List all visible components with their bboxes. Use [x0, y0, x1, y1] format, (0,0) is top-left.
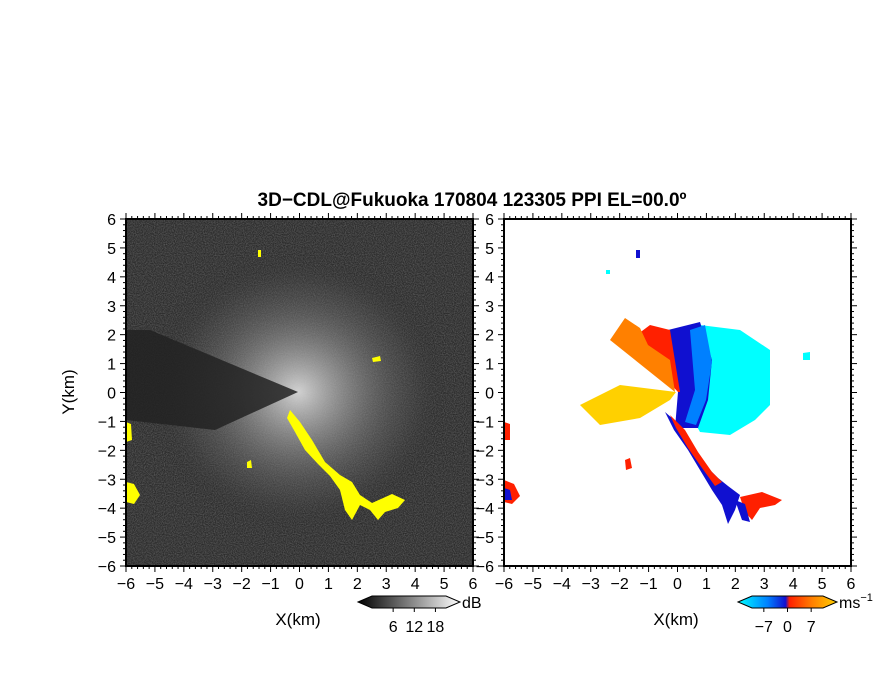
- right-y-tick-label: 1: [485, 357, 494, 374]
- velocity-echo-east-blue: [735, 500, 750, 522]
- velocity-echo-speck-3: [803, 352, 810, 360]
- right-y-tick-label: −5: [476, 530, 494, 547]
- velocity-colorbar-tick-label: −7: [755, 619, 773, 636]
- velocity-echo-west-blue: [504, 488, 512, 500]
- velocity-colorbar-unit-exponent: −1: [860, 592, 873, 604]
- intensity-echo: [126, 250, 405, 520]
- left-x-tick-label: −3: [204, 576, 222, 593]
- velocity-colorbar-unit: ms−1: [839, 592, 873, 612]
- right-y-tick-label: 4: [485, 270, 494, 287]
- intensity-blocked-sector: [126, 330, 298, 430]
- right-y-tick-label: −6: [476, 559, 494, 576]
- left-y-tick-label: 2: [107, 328, 116, 345]
- right-x-tick-label: −4: [553, 576, 571, 593]
- right-x-tick-label: 4: [789, 576, 798, 593]
- figure-title: 3D−CDL@Fukuoka 170804 123305 PPI EL=00.0…: [258, 190, 687, 211]
- left-x-tick-label: 5: [440, 576, 449, 593]
- velocity-colorbar-unit-base: ms: [839, 595, 860, 612]
- right-x-tick-label: −3: [582, 576, 600, 593]
- right-x-tick-label: 2: [731, 576, 740, 593]
- left-y-tick-label: 6: [107, 212, 116, 229]
- right-x-tick-label: −6: [495, 576, 513, 593]
- right-y-tick-label: −4: [476, 501, 494, 518]
- velocity-echo-speck-2: [636, 250, 640, 258]
- left-y-tick-label: 5: [107, 241, 116, 258]
- left-x-tick-label: −5: [146, 576, 164, 593]
- left-y-tick-label: −4: [98, 501, 116, 518]
- velocity-echo: [504, 250, 810, 524]
- left-x-tick-label: −6: [117, 576, 135, 593]
- right-y-tick-label: 0: [485, 386, 494, 403]
- velocity-echo-west-edge: [504, 422, 510, 440]
- right-x-tick-label: −2: [611, 576, 629, 593]
- left-x-tick-label: 6: [469, 576, 478, 593]
- velocity-colorbar-ticks: −7 0 7: [755, 608, 816, 636]
- left-x-tick-label: 2: [353, 576, 362, 593]
- left-y-tick-label: −6: [98, 559, 116, 576]
- left-y-tick-label: −1: [98, 414, 116, 431]
- left-x-tick-label: 4: [411, 576, 420, 593]
- intensity-colorbar-bar: [356, 595, 462, 609]
- axes-layer: −6 −5 −4 −3 −2 −1 0 1 2 3 4 5 66543210−1−2−3−4−5−6−6…: [98, 212, 857, 593]
- right-x-tick-label: −1: [639, 576, 657, 593]
- left-y-tick-label: 0: [107, 386, 116, 403]
- velocity-colorbar-tick-label: 0: [783, 619, 792, 636]
- left-x-tick-label: 0: [295, 576, 304, 593]
- velocity-echo-approaching-mid: [685, 325, 712, 425]
- velocity-colorbar-tick-label: 7: [807, 619, 816, 636]
- left-y-tick-label: 3: [107, 299, 116, 316]
- right-x-tick-label: 6: [847, 576, 856, 593]
- intensity-colorbar-unit: dB: [462, 595, 482, 612]
- right-y-tick-label: 6: [485, 212, 494, 229]
- left-x-tick-label: −4: [175, 576, 193, 593]
- velocity-echo-speck-1: [625, 458, 632, 470]
- left-y-tick-label: 4: [107, 270, 116, 287]
- velocity-echo-receding-far: [580, 385, 676, 425]
- right-y-tick-label: 2: [485, 328, 494, 345]
- left-x-tick-label: −1: [261, 576, 279, 593]
- velocity-panel: [504, 219, 851, 566]
- right-x-tick-label: 0: [673, 576, 682, 593]
- left-x-tick-label: 3: [382, 576, 391, 593]
- intensity-colorbar-tick-label: 18: [427, 619, 445, 636]
- left-x-tick-label: −2: [233, 576, 251, 593]
- left-y-tick-label: −3: [98, 472, 116, 489]
- right-y-tick-label: −2: [476, 443, 494, 460]
- left-x-axis-label: X(km): [275, 610, 320, 629]
- intensity-colorbar: 6 12 18 dB: [356, 595, 482, 636]
- right-y-tick-label: 3: [485, 299, 494, 316]
- left-y-axis-label: Y(km): [59, 369, 78, 414]
- velocity-echo-speck-4: [606, 270, 610, 274]
- right-y-tick-label: −1: [476, 414, 494, 431]
- left-y-tick-label: 1: [107, 357, 116, 374]
- right-y-tick-label: 5: [485, 241, 494, 258]
- left-x-tick-label: 1: [324, 576, 333, 593]
- left-y-tick-label: −2: [98, 443, 116, 460]
- right-x-axis-label: X(km): [653, 610, 698, 629]
- velocity-background: [504, 219, 851, 566]
- velocity-echo-receding-mid: [610, 318, 675, 392]
- left-y-tick-label: −5: [98, 530, 116, 547]
- right-x-tick-label: 5: [818, 576, 827, 593]
- intensity-colorbar-ticks: 6 12 18: [389, 608, 445, 636]
- intensity-colorbar-tick-label: 12: [405, 619, 423, 636]
- right-x-tick-label: 3: [760, 576, 769, 593]
- velocity-echo-east-red: [740, 492, 782, 520]
- intensity-panel: [126, 219, 473, 566]
- intensity-colorbar-tick-label: 6: [389, 619, 398, 636]
- velocity-colorbar-bar: [736, 595, 839, 609]
- velocity-echo-plume-red: [670, 415, 722, 486]
- right-x-tick-label: −5: [524, 576, 542, 593]
- right-x-tick-label: 1: [702, 576, 711, 593]
- velocity-colorbar: −7 0 7 ms−1: [736, 592, 873, 636]
- right-y-tick-label: −3: [476, 472, 494, 489]
